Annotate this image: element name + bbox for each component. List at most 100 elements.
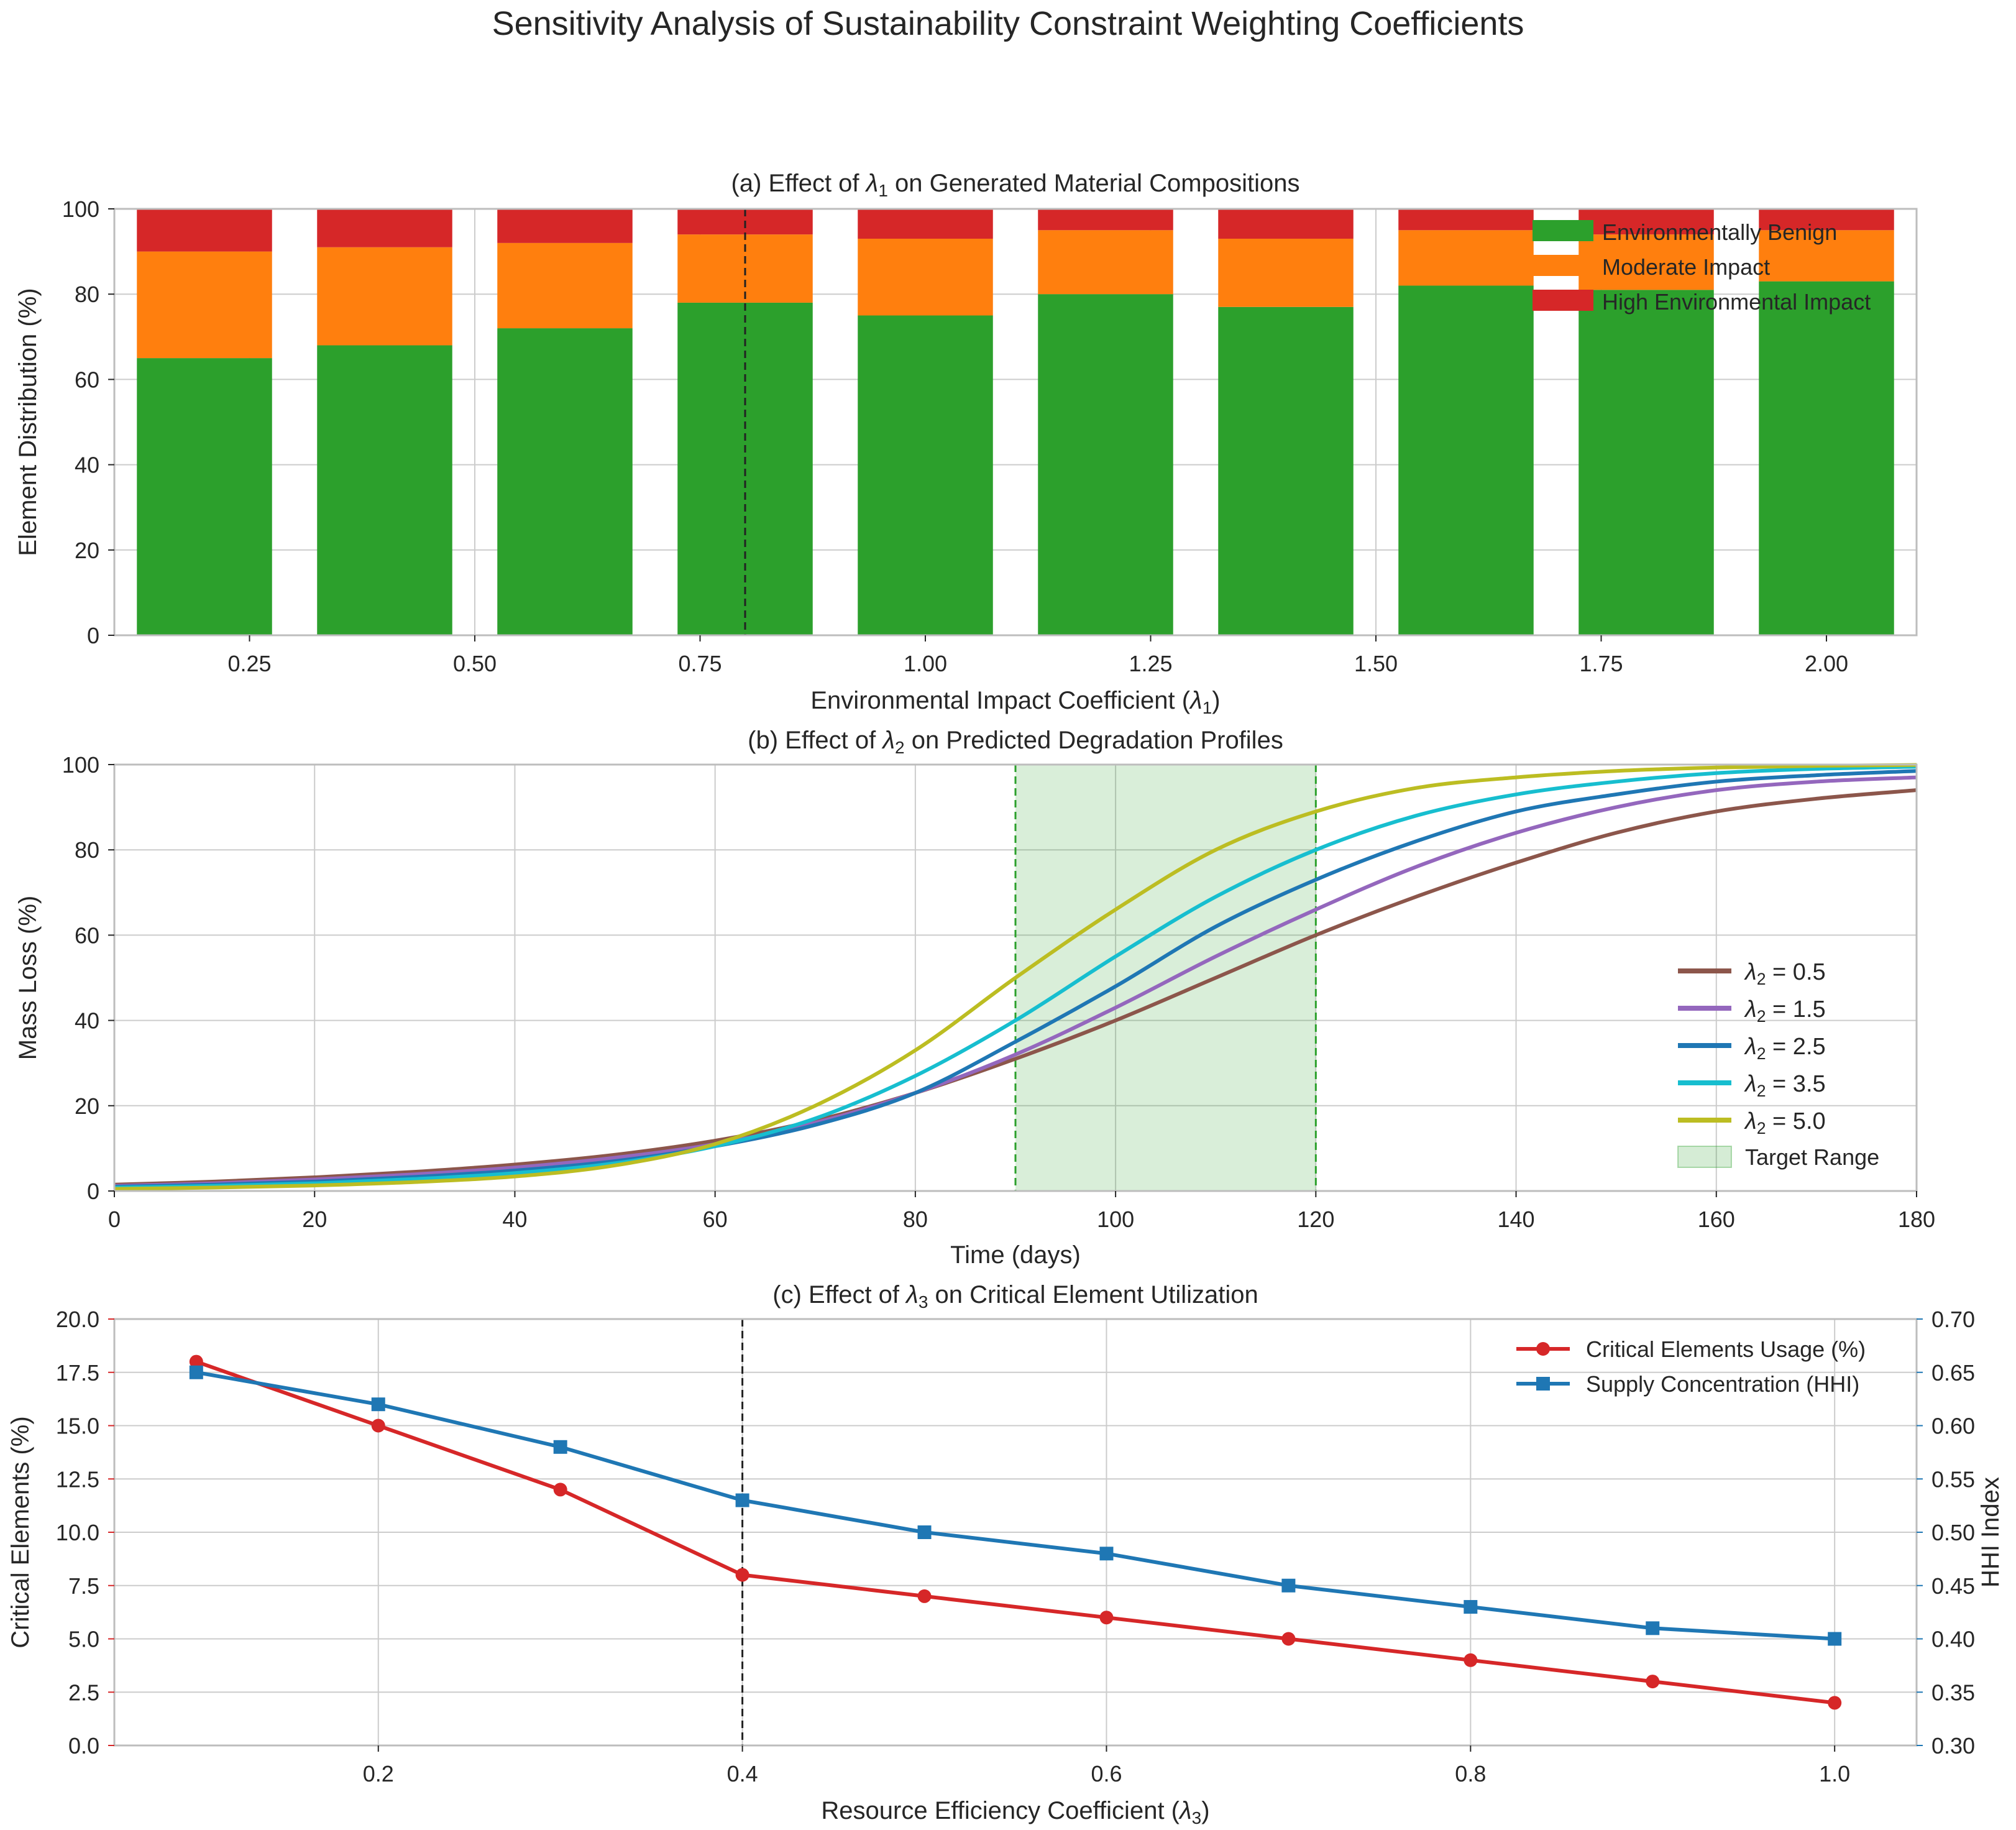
legend-label: λ2 = 5.0 <box>1744 1108 1826 1138</box>
data-point <box>735 1493 749 1507</box>
bar-2 <box>1398 209 1534 231</box>
bar-0 <box>497 328 633 635</box>
bar-1 <box>137 251 272 359</box>
bar-1 <box>1398 230 1534 286</box>
panel-a-xlabel: Environmental Impact Coefficient (λ1) <box>810 687 1220 717</box>
bar-2 <box>1038 209 1173 231</box>
data-point <box>917 1525 932 1539</box>
x-tick-label: 0.25 <box>227 651 271 676</box>
data-point <box>371 1418 385 1433</box>
bar-1 <box>497 242 633 329</box>
data-point <box>1099 1547 1114 1561</box>
panel-c: 0.0 2.5 5.0 7.5 10.0 12.5 15.0 17.5 20.0 0.30 0.35… <box>7 1307 2004 1786</box>
x-tick-label: 0 <box>108 1207 121 1232</box>
y-tick-label: 0 <box>87 623 99 648</box>
x-tick-label: 120 <box>1297 1207 1334 1232</box>
data-point <box>553 1440 567 1454</box>
panel-c-y2label: HHI Index <box>1977 1477 2004 1588</box>
bar-1 <box>1759 230 1894 282</box>
y-tick-label: 60 <box>75 367 99 392</box>
x-tick-label: 160 <box>1698 1207 1735 1232</box>
series-line-1 <box>114 775 1917 1188</box>
y-tick-label: 20 <box>75 1093 99 1119</box>
x-tick-label: 1.25 <box>1129 651 1172 676</box>
bar-2 <box>137 209 272 252</box>
series-line-3 <box>114 765 1917 1190</box>
data-point <box>1828 1696 1842 1710</box>
y2-tick-label: 0.35 <box>1931 1680 1975 1705</box>
bar-0 <box>1218 306 1354 635</box>
series-line-0 <box>195 1359 1835 1705</box>
panel-c-title: (c) Effect of λ3 on Critical Element Uti… <box>772 1281 1258 1312</box>
y2-tick-label: 0.45 <box>1931 1573 1975 1599</box>
y-tick-label: 20 <box>75 538 99 563</box>
y-tick-label: 100 <box>62 752 99 778</box>
y-tick-label: 0.0 <box>68 1733 99 1759</box>
y-tick-label: 12.5 <box>56 1466 99 1492</box>
panel-b: 0 20 40 60 80 100 0 20 40 60 80 100 120 140 160 180 Time… <box>14 752 1935 1269</box>
data-point <box>1099 1611 1114 1625</box>
legend-swatch <box>1533 290 1593 311</box>
x-tick-label: 80 <box>903 1207 928 1232</box>
figure-title: Sensitivity Analysis of Sustainability C… <box>492 5 1524 42</box>
bar-0 <box>1578 290 1714 636</box>
data-point <box>371 1397 385 1412</box>
bar-0 <box>1759 281 1894 635</box>
target-range <box>1015 765 1316 1191</box>
x-tick-label: 0.6 <box>1091 1761 1122 1786</box>
x-tick-label: 1.0 <box>1819 1761 1850 1786</box>
data-point <box>1464 1600 1478 1614</box>
y-tick-label: 20.0 <box>56 1307 99 1332</box>
y2-tick-label: 0.50 <box>1931 1520 1975 1545</box>
x-tick-label: 20 <box>302 1207 327 1232</box>
data-point <box>917 1589 932 1603</box>
bar-2 <box>858 209 993 239</box>
bar-0 <box>137 358 272 635</box>
y2-tick-label: 0.65 <box>1931 1360 1975 1386</box>
bar-0 <box>317 345 452 635</box>
panel-b-title: (b) Effect of λ2 on Predicted Degradatio… <box>748 727 1283 757</box>
y-tick-label: 15.0 <box>56 1414 99 1439</box>
x-tick-label: 0.4 <box>727 1761 758 1786</box>
series-line-0 <box>114 788 1917 1187</box>
x-tick-label: 1.00 <box>904 651 947 676</box>
legend-label: High Environmental Impact <box>1602 289 1871 315</box>
y-tick-label: 5.0 <box>68 1627 99 1652</box>
x-tick-label: 2.00 <box>1805 651 1848 676</box>
y2-tick-label: 0.60 <box>1931 1414 1975 1439</box>
y-tick-label: 0 <box>87 1179 99 1204</box>
y-tick-label: 100 <box>62 196 99 222</box>
bar-2 <box>497 209 633 243</box>
legend-label: Supply Concentration (HHI) <box>1586 1371 1859 1397</box>
panel-a: 0 20 40 60 80 100 0.25 0.50 0.75 1.00 1.25 1.50 1.75… <box>62 196 1918 676</box>
bar-2 <box>1578 209 1714 235</box>
legend-label: λ2 = 0.5 <box>1744 959 1826 988</box>
x-tick-label: 140 <box>1498 1207 1535 1232</box>
x-tick-label: 60 <box>703 1207 728 1232</box>
y-tick-label: 17.5 <box>56 1360 99 1386</box>
legend-swatch <box>1677 1146 1732 1168</box>
y2-tick-label: 0.70 <box>1931 1307 1975 1332</box>
x-tick-label: 0.75 <box>678 651 722 676</box>
plot-frame <box>113 763 1918 1192</box>
legend-marker <box>1536 1342 1550 1356</box>
panel-c-ylabel: Critical Elements (%) <box>7 1416 34 1648</box>
legend-marker <box>1536 1377 1550 1391</box>
data-point <box>189 1354 203 1369</box>
x-tick-label: 1.50 <box>1354 651 1398 676</box>
legend-label: Critical Elements Usage (%) <box>1586 1336 1866 1362</box>
legend-label: Target Range <box>1745 1144 1879 1170</box>
bar-2 <box>1759 209 1894 231</box>
data-point <box>1281 1578 1296 1593</box>
series-line-4 <box>114 763 1917 1191</box>
panel-c-xlabel: Resource Efficiency Coefficient (λ3) <box>821 1797 1209 1828</box>
legend-label: λ2 = 2.5 <box>1744 1034 1826 1063</box>
bar-2 <box>317 209 452 247</box>
bar-1 <box>858 239 993 316</box>
data-point <box>1646 1621 1660 1635</box>
y-tick-label: 2.5 <box>68 1680 99 1705</box>
y-tick-label: 80 <box>75 282 99 307</box>
data-point <box>189 1365 203 1379</box>
